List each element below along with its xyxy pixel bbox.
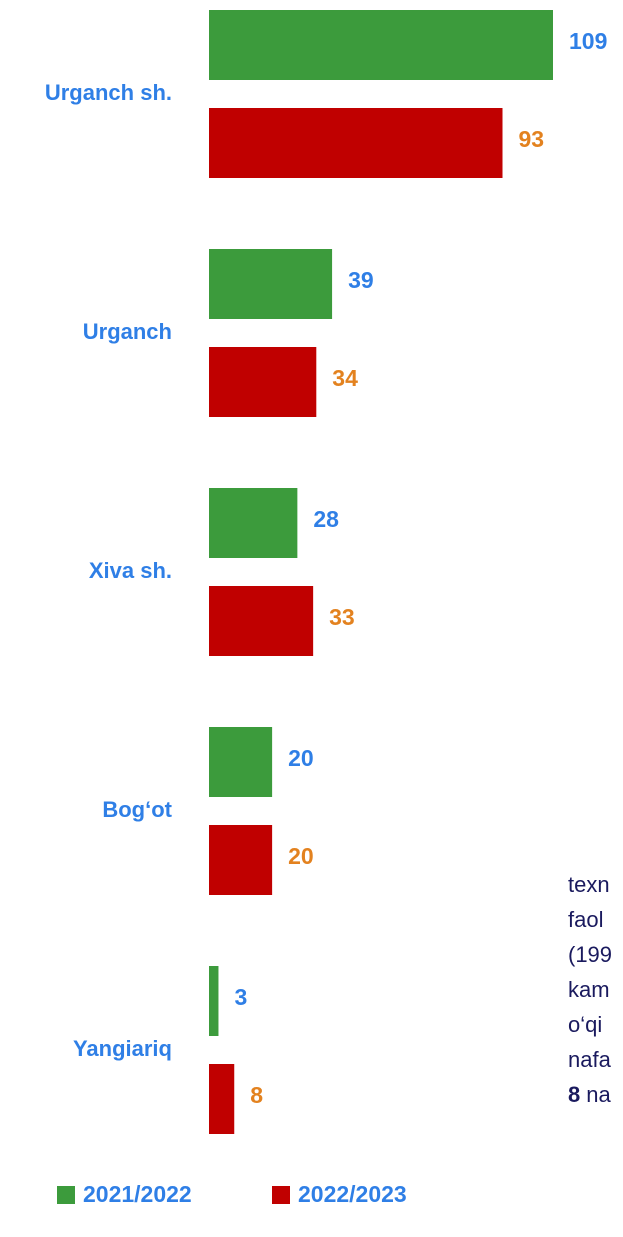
paragraph-line: 8 na [568, 1082, 611, 1107]
value-label: 93 [519, 126, 545, 152]
bar [209, 1064, 235, 1134]
category-label: Urganch sh. [45, 80, 172, 105]
category-label: Urganch [83, 319, 172, 344]
paragraph-line: o‘qi [568, 1012, 602, 1037]
value-label: 20 [288, 843, 314, 869]
paragraph-line: faol [568, 907, 603, 932]
bar [209, 347, 317, 417]
bar [209, 488, 298, 558]
bar [209, 108, 503, 178]
value-label: 39 [348, 267, 374, 293]
value-label: 20 [288, 745, 314, 771]
paragraph-line: texn [568, 872, 610, 897]
value-label: 33 [329, 604, 355, 630]
bar [209, 10, 553, 80]
legend-swatch [57, 1186, 75, 1204]
bar [209, 966, 219, 1036]
category-label: Xiva sh. [89, 558, 172, 583]
category-label: Bog‘ot [102, 797, 172, 822]
bar [209, 249, 333, 319]
category-label: Yangiariq [73, 1036, 172, 1061]
value-label: 109 [569, 28, 607, 54]
legend-swatch [272, 1186, 290, 1204]
bar [209, 825, 273, 895]
bar [209, 727, 273, 797]
value-label: 3 [234, 984, 247, 1010]
paragraph-line: kam [568, 977, 610, 1002]
legend-label: 2022/2023 [298, 1181, 407, 1207]
bold-number: 8 [568, 1082, 580, 1107]
paragraph-line: nafa [568, 1047, 612, 1072]
paragraph-text: na [586, 1082, 611, 1107]
bar [209, 586, 314, 656]
value-label: 28 [313, 506, 339, 532]
paragraph-line: (199 [568, 942, 612, 967]
value-label: 8 [250, 1082, 263, 1108]
legend-label: 2021/2022 [83, 1181, 192, 1207]
value-label: 34 [332, 365, 358, 391]
